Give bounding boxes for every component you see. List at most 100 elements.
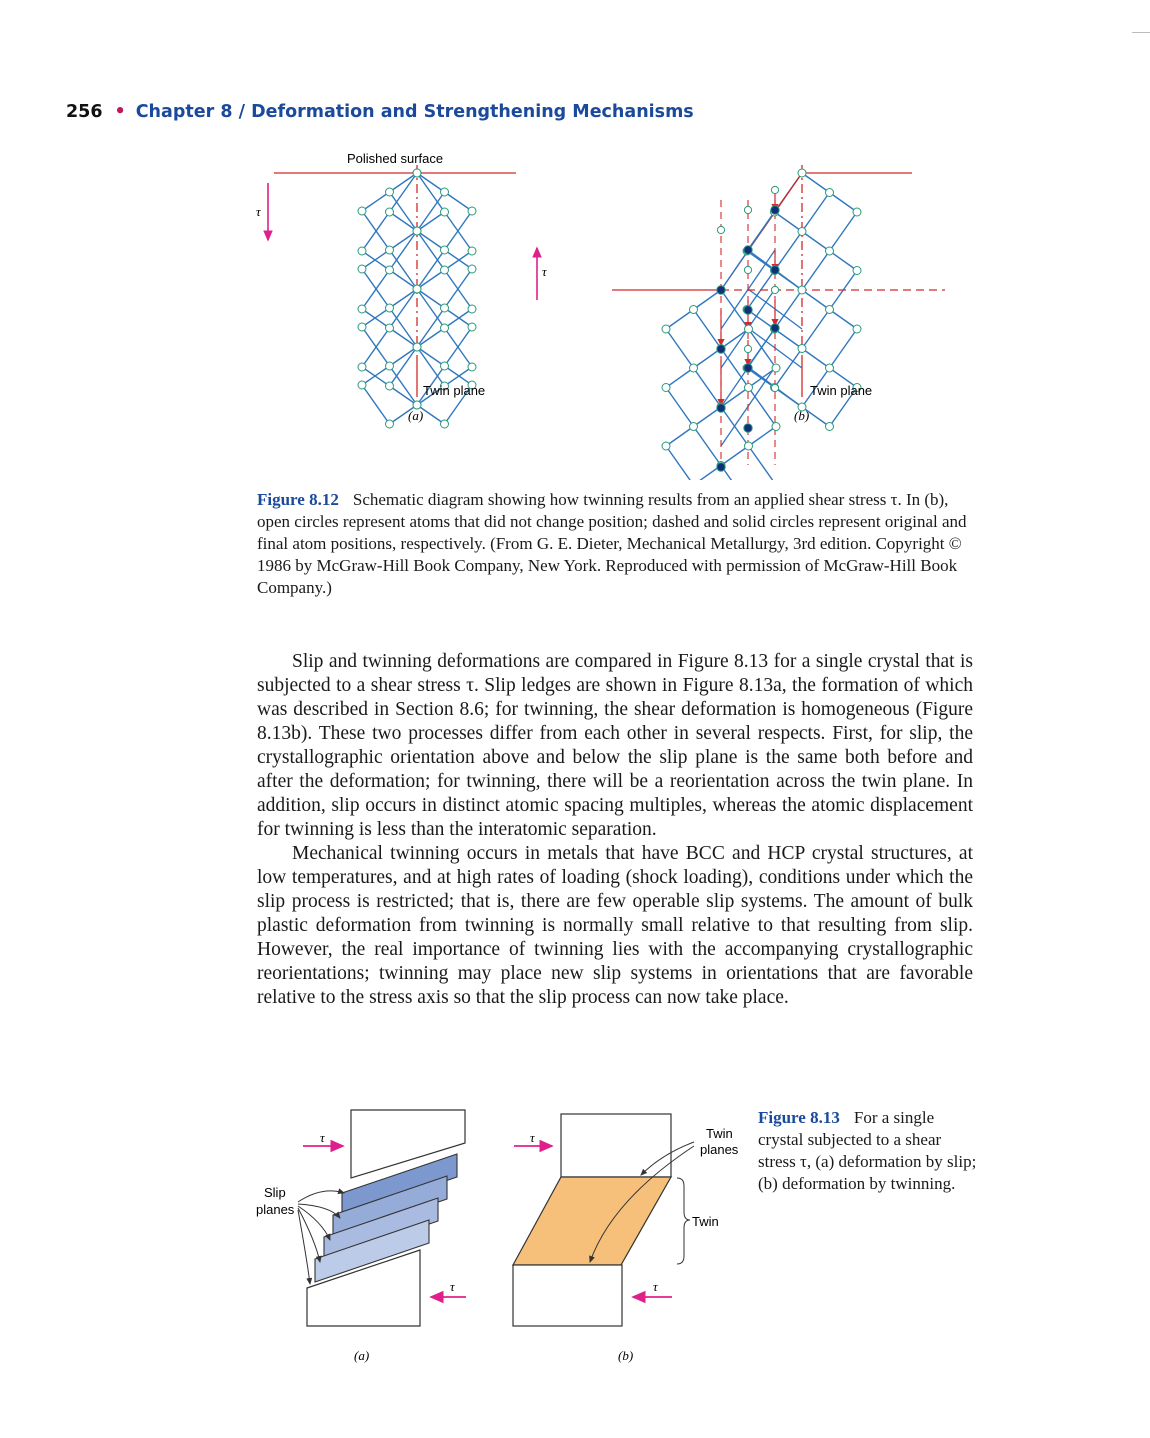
atom-open [412,400,422,410]
lattice-bond [747,387,777,427]
lattice-bond [388,172,418,213]
lattice-bond [774,328,803,350]
figure-8-12-label: Figure 8.12 [257,490,339,509]
lattice-bond [361,307,390,328]
atom-open [412,342,422,352]
lattice-bond [416,249,446,290]
atom-open [357,304,367,314]
lattice-bond [747,445,774,480]
lattice-bond [361,327,391,368]
lattice-bond [444,250,473,271]
atom-open [440,381,449,391]
atom-open [440,187,449,197]
lattice-bond [801,230,830,252]
atom-open [467,304,477,314]
lattice-bond [388,365,418,406]
atom-open [744,441,753,451]
lattice-bond [801,347,830,369]
atom-original [743,344,753,354]
atom-open [357,264,367,274]
twin-crystal [511,1113,673,1327]
lattice-bond [361,211,391,252]
twin-bracket [676,1177,691,1265]
lattice-bond [748,425,777,447]
atom-open [797,168,807,178]
lattice-bond [443,268,473,309]
lattice-bond [829,367,858,389]
lattice-bond [416,404,445,425]
lattice-bond [665,308,694,330]
lattice-bond [773,289,803,330]
figure-8-13-diagram: Slip planes τ τ (a) Twin planes Twin τ τ… [256,1109,739,1363]
panel-a-lattice [263,165,542,429]
atom-open [825,422,834,431]
lattice-bond [699,464,722,480]
atom-open [440,303,449,313]
atom-original [770,383,780,393]
lattice-bond [361,249,390,270]
corner-crop-mark [1132,32,1150,33]
atom-open [467,380,477,390]
lattice-bond [828,211,858,252]
tau-label-813b-bottom: τ [653,1279,659,1294]
lattice-bond [388,249,418,290]
lattice-bond [801,289,830,311]
lattice-bond [665,445,691,480]
figure-8-13-caption: Figure 8.13 For a single crystal subjecte… [758,1107,978,1195]
lattice-bond [389,172,418,193]
figure-8-12-caption-text: Schematic diagram showing how twinning r… [257,490,967,597]
atom-final [716,462,726,472]
lattice-bond [801,192,831,232]
atom-open [797,402,807,412]
atom-original [770,185,780,195]
lattice-bond [747,328,777,369]
lattice-bond [746,250,775,272]
lattice-bond [444,191,473,212]
atom-original [743,265,753,275]
lattice-bond [416,230,445,251]
atom-open [771,422,781,431]
atom-final [716,344,726,354]
lattice-bond [801,250,831,291]
twin-planes-label-line2: planes [700,1142,739,1157]
atom-open [412,168,422,178]
atom-open [385,381,394,391]
panel-a-label: (a) [408,408,423,423]
atom-open [412,284,422,294]
lattice-bond [665,328,695,369]
tau-label-813a-bottom: τ [450,1279,456,1294]
atom-open [440,419,449,429]
atom-final [716,285,726,295]
slip-crystal [306,1109,466,1327]
atom-open [385,323,394,333]
lattice-bond [389,211,418,232]
atom-open [357,322,367,332]
lattice-bond [388,307,418,348]
atom-open [467,322,477,332]
lattice-bond [444,308,473,329]
lattice-bond [773,348,803,388]
lattice-bond [416,346,446,387]
lattice-bond [416,211,445,232]
atom-open [440,361,449,371]
lattice-bond [361,250,390,271]
lattice-bond [801,406,830,428]
lattice-bond [361,384,391,425]
lattice-bond [416,307,446,348]
atom-open [744,383,753,392]
figure-8-12-caption: Figure 8.12 Schematic diagram showing how… [257,489,972,599]
twin-plane-label-a: Twin plane [423,383,485,398]
atom-open [440,245,449,255]
lattice-bond [693,347,722,369]
lattice-bond [388,288,418,329]
lattice-bond [801,309,831,349]
lattice-bond [829,308,858,330]
atom-open [467,362,477,372]
lattice-bond [665,425,694,447]
lattice-bond [801,367,831,408]
paragraph: Slip and twinning deformations are compa… [257,651,973,840]
lattice-bond [665,387,695,427]
atom-open [689,422,698,431]
lattice-bond [361,308,390,329]
lattice-bond [361,269,391,310]
